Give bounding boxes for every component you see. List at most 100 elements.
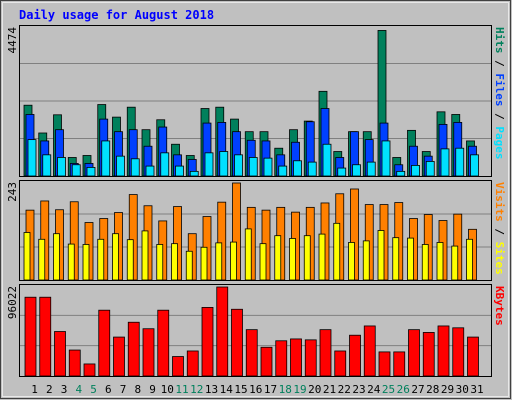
pages-bar <box>293 160 302 177</box>
chart-title: Daily usage for August 2018 <box>19 8 214 22</box>
sites-bar <box>318 233 326 281</box>
kbytes-bar <box>186 350 199 377</box>
x-day-label: 26 <box>397 383 410 396</box>
x-day-label: 3 <box>61 383 68 396</box>
sites-bar <box>67 243 75 281</box>
kbytes-bar <box>437 325 450 377</box>
sites-bar <box>23 232 31 281</box>
pages-bar <box>27 139 37 177</box>
pages-bar <box>219 151 229 177</box>
sites-bar <box>244 228 252 281</box>
pages-bar <box>204 152 214 177</box>
kbytes-bar <box>113 336 125 377</box>
kbytes-bar <box>467 336 479 377</box>
pages-bar <box>101 140 111 177</box>
legend-pages: Pages <box>493 126 506 159</box>
kbytes-bar <box>127 321 140 377</box>
sites-bar <box>185 250 193 281</box>
kbytes-bar <box>408 329 420 377</box>
pages-bar <box>337 167 347 177</box>
legend-sep-1: / <box>493 54 506 74</box>
pages-bar <box>175 165 184 177</box>
x-day-label: 25 <box>382 383 395 396</box>
sites-bar <box>274 235 282 281</box>
kbytes-bar <box>304 339 317 377</box>
x-day-label: 16 <box>249 383 262 396</box>
frame-bevel <box>2 2 509 397</box>
pages-bar <box>455 147 465 177</box>
top-panel-legend: Hits / Files / Pages <box>493 27 506 160</box>
x-day-label: 30 <box>456 383 469 396</box>
pages-bar <box>396 170 406 177</box>
sites-bar <box>421 244 429 281</box>
x-day-label: 11 <box>175 383 188 396</box>
x-day-label: 20 <box>308 383 321 396</box>
sites-bar <box>362 240 370 281</box>
sites-bar <box>38 238 46 281</box>
x-day-label: 19 <box>293 383 306 396</box>
sites-bar <box>333 222 341 281</box>
pages-bar <box>86 166 96 177</box>
kbytes-bar <box>452 327 465 377</box>
x-day-label: 5 <box>90 383 97 396</box>
kbytes-bar <box>172 356 184 377</box>
pages-bar <box>57 157 66 177</box>
pages-bar <box>116 155 125 177</box>
kbytes-bar <box>275 340 288 377</box>
sites-bar <box>303 235 311 281</box>
x-day-label: 27 <box>411 383 424 396</box>
pages-bar <box>234 154 243 177</box>
middle-panel-max-label: 243 <box>6 182 19 202</box>
x-day-label: 22 <box>338 383 351 396</box>
sites-bar <box>451 245 459 281</box>
pages-bar <box>307 161 317 177</box>
legend-sites: Sites <box>493 242 506 275</box>
kbytes-bar <box>422 332 435 377</box>
bottom-panel-max-label: 96022 <box>6 286 19 319</box>
x-day-label: 23 <box>352 383 365 396</box>
x-day-label: 31 <box>470 383 483 396</box>
middle-panel-legend: Visits / Sites <box>493 182 506 275</box>
sites-bar <box>200 246 208 281</box>
x-day-label: 13 <box>205 383 218 396</box>
x-day-label: 21 <box>323 383 336 396</box>
x-day-label: 2 <box>46 383 53 396</box>
x-day-label: 15 <box>234 383 247 396</box>
pages-bar <box>366 161 376 177</box>
legend-sep-3: / <box>493 222 506 242</box>
legend-kbytes: KBytes <box>493 286 506 326</box>
legend-sep-2: / <box>493 107 506 127</box>
kbytes-bar <box>201 307 214 377</box>
kbytes-bar <box>157 309 170 377</box>
sites-bar <box>259 243 267 281</box>
kbytes-bar <box>245 329 258 377</box>
kbytes-bar <box>24 296 37 377</box>
pages-bar <box>278 165 288 177</box>
legend-files: Files <box>493 73 506 106</box>
pages-bar <box>130 158 140 177</box>
kbytes-bar <box>290 338 302 377</box>
sites-bar <box>171 243 178 281</box>
sites-bar <box>348 242 355 281</box>
pages-bar <box>381 140 391 177</box>
sites-bar <box>97 238 105 281</box>
pages-bar <box>189 170 199 177</box>
x-day-label: 10 <box>161 383 174 396</box>
pages-bar <box>263 157 273 177</box>
sites-bar <box>436 242 444 281</box>
pages-bar <box>440 148 450 177</box>
x-day-label: 4 <box>75 383 82 396</box>
sites-bar <box>141 230 149 281</box>
pages-bar <box>248 157 258 177</box>
sites-bar <box>407 237 414 281</box>
x-day-label: 24 <box>367 383 381 396</box>
bars-layer <box>23 30 479 377</box>
kbytes-bar <box>39 296 52 377</box>
x-axis-day-labels: 1 2 3 4 5 6 7 8 9 10 11 12 13 14 15 16 17 18 19 20 21 22 23 24 2… <box>31 383 483 396</box>
kbytes-bar <box>216 286 229 377</box>
sites-bar <box>112 233 119 281</box>
kbytes-bar <box>98 309 111 377</box>
sites-bar <box>82 244 90 281</box>
